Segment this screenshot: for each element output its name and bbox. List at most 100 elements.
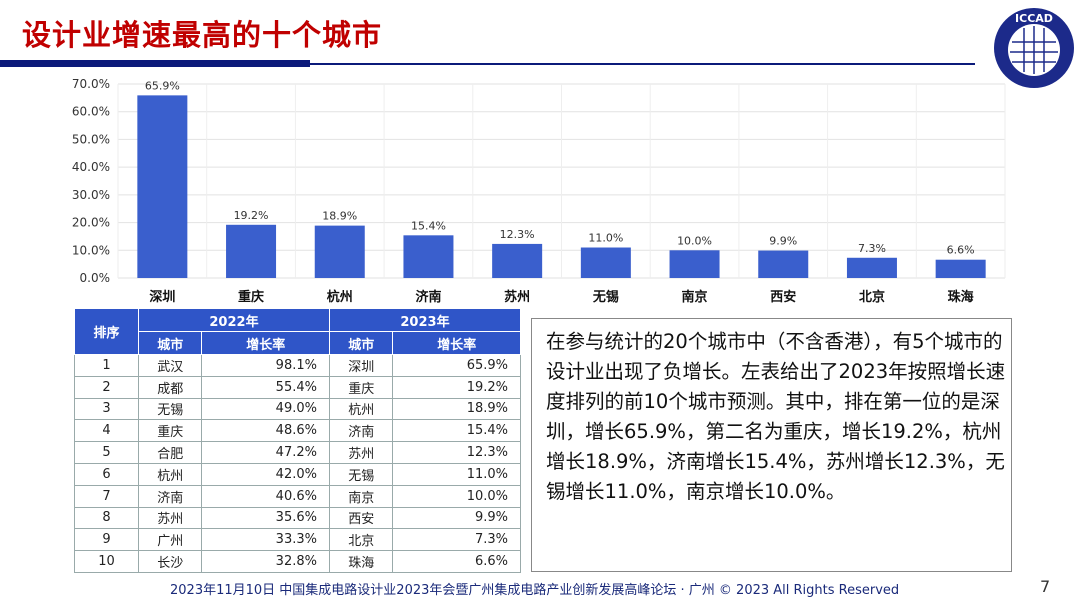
rate-2023-cell: 10.0%: [392, 484, 521, 508]
rate-2023-cell: 12.3%: [392, 441, 521, 464]
rate-2023-cell: 9.9%: [392, 506, 521, 530]
bar: [226, 224, 277, 278]
table-row: 10 长沙 32.8% 珠海 6.6%: [74, 550, 521, 573]
y-tick-label: 70.0%: [72, 77, 110, 91]
ranking-table: 排序 2022年 2023年 城市 增长率 城市 增长率 1 武汉 98.1% 深圳 6…: [74, 308, 522, 573]
table-row: 5 合肥 47.2% 苏州 12.3%: [74, 441, 521, 464]
rank-cell: 1: [74, 354, 139, 377]
x-tick-label: 珠海: [948, 289, 974, 305]
title-rule-thin: [310, 63, 975, 65]
table-row: 1 武汉 98.1% 深圳 65.9%: [74, 354, 521, 377]
bar-chart: 0.0% 10.0% 20.0% 30.0% 40.0% 50.0% 60.0% 70.0% 6…: [72, 77, 1006, 305]
x-tick-label: 杭州: [327, 289, 353, 305]
rate-2022-cell: 47.2%: [201, 441, 330, 464]
rate-2022-cell: 42.0%: [201, 462, 330, 486]
city-2023-cell: 北京: [328, 528, 394, 552]
city-2022-cell: 广州: [137, 528, 203, 552]
slide-title: 设计业增速最高的十个城市: [22, 18, 383, 52]
city-header: 城市: [137, 331, 203, 355]
rank-cell: 10: [74, 550, 139, 573]
y-tick-label: 50.0%: [72, 132, 110, 146]
data-label: 65.9%: [145, 79, 180, 92]
rank-cell: 8: [74, 506, 139, 530]
rank-cell: 2: [74, 375, 139, 399]
city-2023-cell: 重庆: [328, 375, 394, 399]
table-row: 6 杭州 42.0% 无锡 11.0%: [74, 462, 521, 486]
x-tick-label: 苏州: [504, 289, 530, 305]
y-tick-label: 10.0%: [72, 243, 110, 257]
city-2022-cell: 武汉: [137, 354, 203, 377]
x-tick-label: 北京: [859, 289, 885, 305]
city-2022-cell: 无锡: [137, 397, 203, 421]
rank-cell: 9: [74, 528, 139, 552]
rate-2022-cell: 49.0%: [201, 397, 330, 421]
rate-2023-cell: 11.0%: [392, 462, 521, 486]
bar: [846, 257, 897, 278]
iccad-logo: ICCAD: [994, 8, 1074, 88]
rate-2023-cell: 6.6%: [392, 550, 521, 573]
table-row: 3 无锡 49.0% 杭州 18.9%: [74, 397, 521, 421]
rank-cell: 5: [74, 441, 139, 464]
rate-2023-cell: 19.2%: [392, 375, 521, 399]
city-2023-cell: 无锡: [328, 462, 394, 486]
city-2023-cell: 苏州: [328, 441, 394, 464]
data-label: 11.0%: [588, 232, 623, 245]
rate-2022-cell: 98.1%: [201, 354, 330, 377]
rank-cell: 6: [74, 462, 139, 486]
x-tick-label: 南京: [682, 289, 708, 305]
rate-2023-cell: 65.9%: [392, 354, 521, 377]
bar: [669, 250, 720, 278]
year-2022-header: 2022年: [138, 308, 330, 332]
city-2022-cell: 重庆: [137, 419, 203, 443]
city-2022-cell: 苏州: [137, 506, 203, 530]
bar: [758, 250, 809, 278]
bar: [403, 235, 454, 278]
year-2023-header: 2023年: [328, 308, 522, 332]
bar: [492, 243, 543, 278]
x-tick-label: 重庆: [238, 289, 264, 305]
rate-2023-cell: 15.4%: [392, 419, 521, 443]
y-tick-label: 0.0%: [80, 271, 111, 285]
data-label: 6.6%: [947, 244, 975, 257]
y-tick-label: 60.0%: [72, 105, 110, 119]
rate-2022-cell: 32.8%: [201, 550, 330, 573]
x-tick-label: 西安: [770, 289, 796, 305]
rate-2022-cell: 48.6%: [201, 419, 330, 443]
bar: [580, 247, 631, 278]
rate-header: 增长率: [392, 331, 521, 355]
rate-2023-cell: 7.3%: [392, 528, 521, 552]
bar: [935, 259, 986, 278]
city-2023-cell: 深圳: [328, 354, 394, 377]
rate-2022-cell: 55.4%: [201, 375, 330, 399]
rate-2023-cell: 18.9%: [392, 397, 521, 421]
city-2022-cell: 合肥: [137, 441, 203, 464]
city-2022-cell: 杭州: [137, 462, 203, 486]
data-label: 10.0%: [677, 234, 712, 247]
city-2022-cell: 济南: [137, 484, 203, 508]
city-2022-cell: 长沙: [137, 550, 203, 573]
rank-cell: 3: [74, 397, 139, 421]
table-row: 7 济南 40.6% 南京 10.0%: [74, 484, 521, 508]
y-tick-label: 30.0%: [72, 188, 110, 202]
rate-2022-cell: 35.6%: [201, 506, 330, 530]
title-rule-thick: [0, 60, 310, 67]
city-2023-cell: 珠海: [328, 550, 394, 573]
data-label: 18.9%: [322, 210, 357, 223]
table-row: 4 重庆 48.6% 济南 15.4%: [74, 419, 521, 443]
x-tick-label: 济南: [415, 289, 441, 305]
city-2023-cell: 南京: [328, 484, 394, 508]
rate-header: 增长率: [201, 331, 330, 355]
city-2023-cell: 济南: [328, 419, 394, 443]
x-tick-label: 无锡: [592, 289, 619, 305]
x-tick-label: 深圳: [149, 289, 175, 305]
bar: [314, 225, 365, 278]
data-label: 19.2%: [234, 209, 269, 222]
table-row: 8 苏州 35.6% 西安 9.9%: [74, 506, 521, 530]
city-2022-cell: 成都: [137, 375, 203, 399]
data-label: 15.4%: [411, 219, 446, 232]
table-row: 9 广州 33.3% 北京 7.3%: [74, 528, 521, 552]
city-2023-cell: 西安: [328, 506, 394, 530]
rank-cell: 4: [74, 419, 139, 443]
rank-header: 排序: [74, 308, 139, 355]
data-label: 7.3%: [858, 242, 886, 255]
